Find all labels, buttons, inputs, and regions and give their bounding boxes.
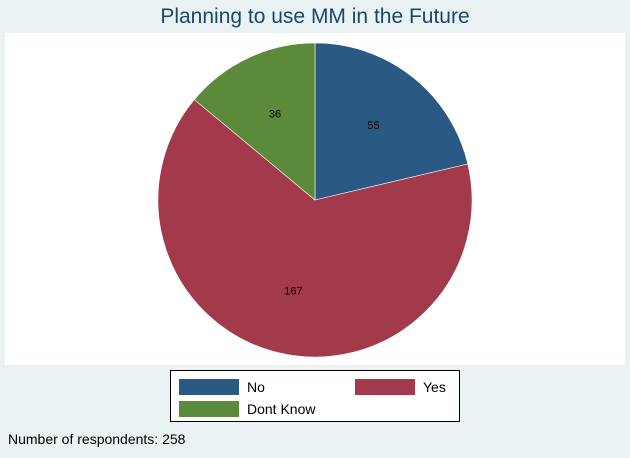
legend-swatch-no: [179, 379, 239, 395]
slice-value-label-no: 55: [367, 120, 379, 132]
slice-value-label-dont-know: 36: [269, 109, 281, 121]
pie-slice-yes: [157, 99, 473, 358]
plot-region: 55 167 36: [5, 33, 625, 365]
legend-label-dont-know: Dont Know: [247, 401, 316, 417]
pie-chart: 55 167 36: [157, 42, 473, 358]
slice-value-label-yes: 167: [284, 286, 302, 298]
legend-label-no: No: [247, 379, 265, 395]
chart-title: Planning to use MM in the Future: [160, 5, 470, 28]
respondents-note: Number of respondents: 258: [8, 431, 186, 447]
legend: No Yes Dont Know: [170, 370, 460, 422]
pie-slice-no: [314, 42, 469, 201]
legend-label-yes: Yes: [423, 379, 446, 395]
legend-swatch-dont-know: [179, 401, 239, 417]
legend-swatch-yes: [355, 379, 415, 395]
legend-item-yes: Yes: [355, 378, 446, 396]
legend-item-no: No: [179, 378, 265, 396]
pie-slice-dont-know: [193, 42, 316, 201]
legend-item-dont-know: Dont Know: [179, 400, 315, 418]
